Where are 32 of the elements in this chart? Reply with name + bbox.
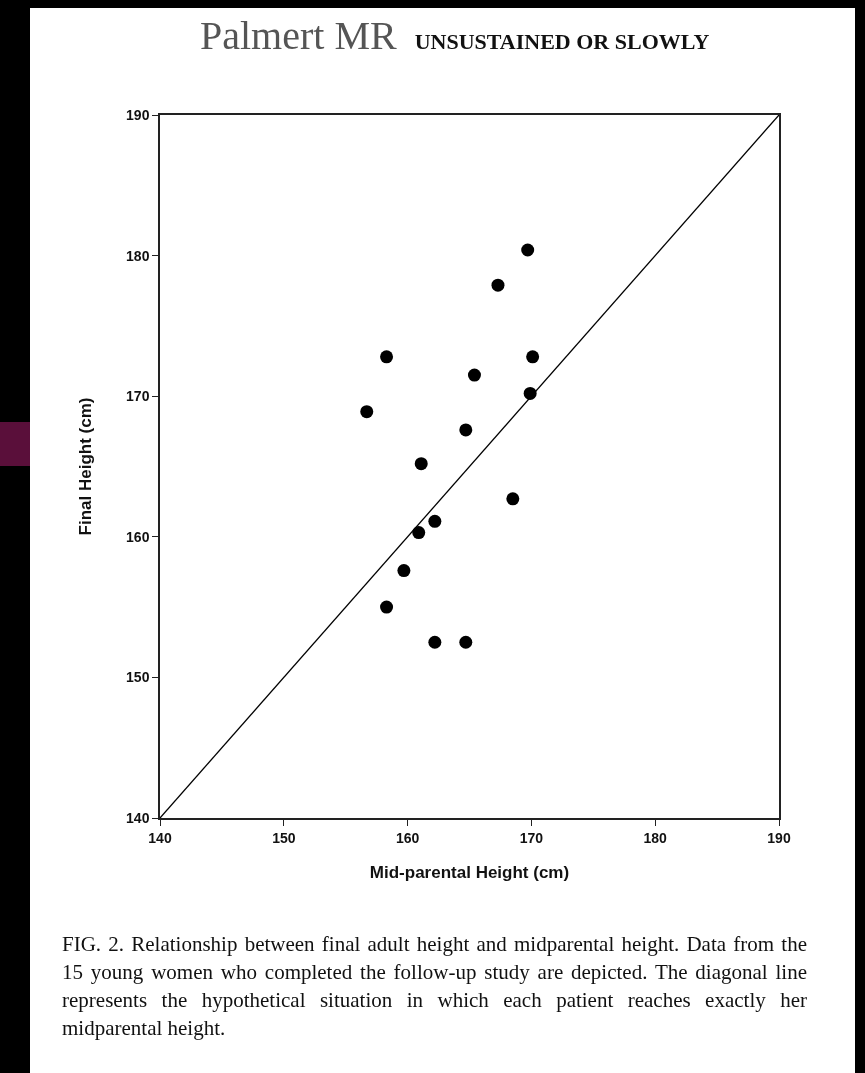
x-tick-label: 180: [643, 829, 668, 846]
point: [491, 278, 505, 292]
caption: FIG. 2. Relationship between final adult height and midparental height. Data from the 15 young women who completed the follow-up study are depicted. The diagonal line represents the hypothetical situation in which each patient reaches exactly her midparental height.: [62, 931, 807, 1042]
x-tick-label: 140: [148, 829, 172, 846]
point: [459, 635, 473, 649]
point: [380, 600, 394, 614]
point: [380, 350, 394, 364]
point: [397, 564, 411, 578]
point: [428, 635, 442, 649]
point: [467, 368, 481, 382]
point: [428, 514, 442, 528]
point: [459, 423, 473, 437]
x-tick-label: 150: [272, 829, 296, 846]
y-tick-label: 160: [126, 528, 150, 545]
y-tick-label: 190: [126, 106, 150, 123]
chart-title: Palmert MR: [200, 13, 397, 58]
y-tick-label: 140: [126, 809, 150, 826]
point: [526, 350, 540, 364]
y-tick-label: 180: [126, 247, 150, 264]
point: [506, 492, 520, 506]
x-tick-label: 160: [395, 829, 420, 846]
y-tick-label: 170: [126, 388, 150, 405]
y-axis-title: Final Height (cm): [76, 397, 96, 536]
x-axis-title: Mid-parental Height (cm): [369, 863, 570, 883]
chart-subtitle: UNSUSTAINED OR SLOWLY: [414, 29, 710, 54]
x-tick-label: 190: [767, 829, 791, 846]
x-tick-label: 170: [519, 829, 544, 846]
point: [414, 457, 428, 471]
point: [412, 526, 426, 540]
point: [360, 405, 374, 419]
point: [521, 243, 535, 257]
y-tick-label: 150: [126, 669, 150, 686]
